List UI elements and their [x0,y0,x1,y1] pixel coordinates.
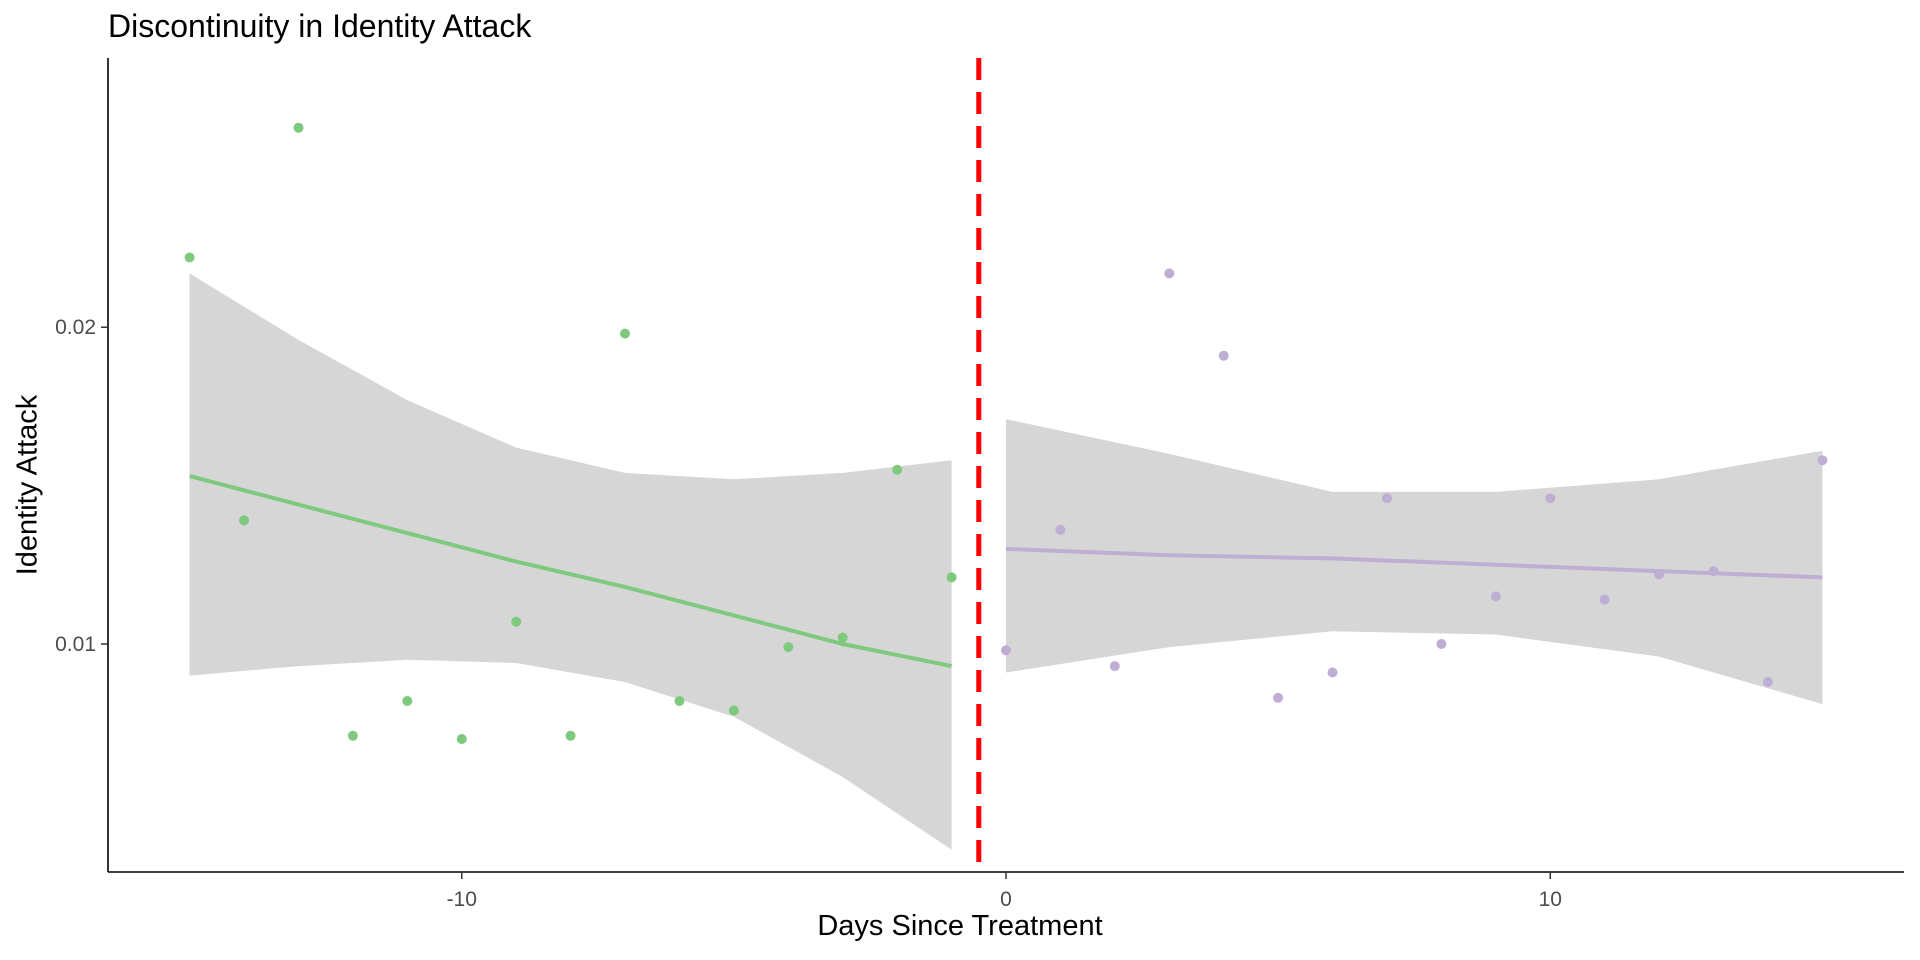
confidence-ribbon-1 [189,273,952,850]
data-point [1599,594,1610,605]
data-point [239,515,250,526]
data-point [1708,566,1719,577]
data-point [347,730,358,741]
data-point [1164,268,1175,279]
fit-line-1 [189,474,952,669]
x-axis-label: Days Since Treatment [817,910,1103,942]
data-point [783,642,794,653]
data-point [892,464,903,475]
data-point [456,734,467,744]
data-point [1382,493,1392,504]
data-point [184,252,195,263]
fit-lines [189,474,1823,669]
data-point [728,705,739,716]
y-axis-label: Identity Attack [11,394,44,576]
data-point [1109,661,1120,672]
data-point [1490,591,1501,602]
chart-title: Discontinuity in Identity Attack [108,8,532,44]
data-point [946,572,957,583]
data-point [1436,639,1447,649]
data-point [1001,645,1011,656]
data-point [1545,493,1556,504]
data-point [620,328,630,339]
data-point [1654,569,1665,580]
y-tick-label: 0.02 [55,316,96,339]
data-point [1327,667,1338,678]
data-point [837,632,848,643]
data-point [565,730,576,741]
fit-line-2 [1005,546,1823,580]
data-point [1762,677,1773,687]
confidence-ribbons [189,273,1823,850]
data-point [1055,524,1066,535]
y-tick-label: 0.01 [55,633,96,656]
data-point [674,696,685,706]
data-points [184,122,1828,744]
x-tick-label: 10 [1539,888,1562,911]
data-point [1273,692,1284,703]
data-point [1817,455,1828,466]
x-tick-label: -10 [447,888,477,911]
data-point [511,616,522,627]
data-point [1218,350,1229,361]
ticks: -10 0 10 0.01 0.02 [55,316,1562,911]
x-tick-label: 0 [1000,888,1012,911]
data-point [293,122,304,133]
data-point [402,696,413,706]
